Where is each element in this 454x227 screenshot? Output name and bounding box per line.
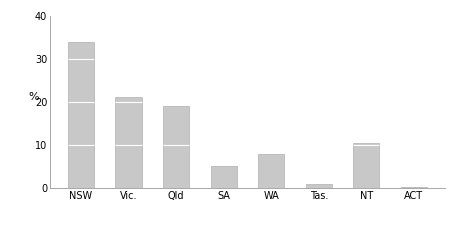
Bar (115, 97, 142, 188)
Bar (401, 187, 427, 188)
Bar (68, 42, 94, 188)
Bar (211, 166, 237, 188)
Y-axis label: %: % (28, 92, 39, 102)
Bar (306, 184, 332, 188)
Bar (353, 143, 380, 188)
Bar (258, 154, 284, 188)
Bar (163, 106, 189, 188)
